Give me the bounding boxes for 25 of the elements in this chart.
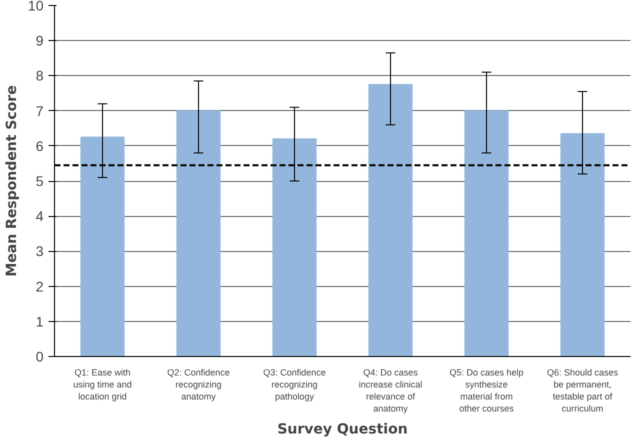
- y-tick-label: 6: [36, 138, 44, 154]
- bar: [272, 138, 317, 356]
- y-axis-title: Mean Respondent Score: [4, 85, 20, 277]
- bar: [464, 110, 509, 356]
- x-tick-label: Q5: Do cases help synthesize material from other courses: [449, 368, 524, 414]
- bar: [176, 110, 221, 356]
- x-tick-label: Q3: Confidence recognizing pathology: [263, 368, 326, 402]
- y-tick-label: 5: [36, 173, 44, 189]
- x-tick-label: Q4: Do cases increase clinical relevance of anatomy: [358, 368, 422, 414]
- x-axis-title: Survey Question: [277, 422, 408, 438]
- x-tick-label: Q2: Confidence recognizing anatomy: [167, 368, 230, 402]
- y-tick-label: 10: [28, 0, 44, 14]
- y-tick-label: 2: [36, 278, 44, 294]
- y-tick-label: 7: [36, 102, 44, 119]
- y-tick-label: 4: [36, 208, 44, 224]
- y-tick-label: 8: [36, 68, 44, 84]
- y-tick-label: 9: [36, 32, 44, 49]
- x-tick-label: Q6: Should cases be permanent, testable part of curriculum: [546, 368, 619, 414]
- bar: [560, 133, 605, 356]
- x-tick-label: Q1: Ease with using time and location grid: [73, 368, 132, 402]
- bar: [368, 84, 413, 356]
- y-tick-label: 0: [36, 348, 44, 364]
- bar: [80, 136, 125, 356]
- y-tick-label: 3: [36, 243, 44, 260]
- y-tick-label: 1: [36, 313, 44, 330]
